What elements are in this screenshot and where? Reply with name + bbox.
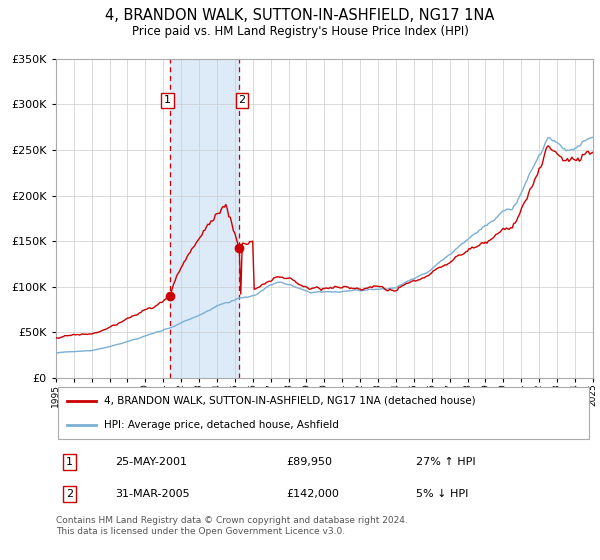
Text: 4, BRANDON WALK, SUTTON-IN-ASHFIELD, NG17 1NA: 4, BRANDON WALK, SUTTON-IN-ASHFIELD, NG1…: [106, 8, 494, 24]
FancyBboxPatch shape: [58, 388, 589, 438]
Text: 31-MAR-2005: 31-MAR-2005: [115, 489, 190, 500]
Text: Price paid vs. HM Land Registry's House Price Index (HPI): Price paid vs. HM Land Registry's House …: [131, 25, 469, 38]
Text: 2: 2: [238, 95, 245, 105]
Text: HPI: Average price, detached house, Ashfield: HPI: Average price, detached house, Ashf…: [104, 420, 339, 430]
Text: 5% ↓ HPI: 5% ↓ HPI: [416, 489, 468, 500]
Text: £142,000: £142,000: [287, 489, 340, 500]
Text: 4, BRANDON WALK, SUTTON-IN-ASHFIELD, NG17 1NA (detached house): 4, BRANDON WALK, SUTTON-IN-ASHFIELD, NG1…: [104, 396, 476, 406]
Bar: [170, 59, 239, 378]
Text: 1: 1: [66, 457, 73, 467]
Text: £89,950: £89,950: [287, 457, 333, 467]
Text: 25-MAY-2001: 25-MAY-2001: [115, 457, 187, 467]
Text: 1: 1: [164, 95, 171, 105]
Text: Contains HM Land Registry data © Crown copyright and database right 2024.
This d: Contains HM Land Registry data © Crown c…: [56, 516, 407, 536]
Text: 27% ↑ HPI: 27% ↑ HPI: [416, 457, 475, 467]
Text: 2: 2: [65, 489, 73, 500]
